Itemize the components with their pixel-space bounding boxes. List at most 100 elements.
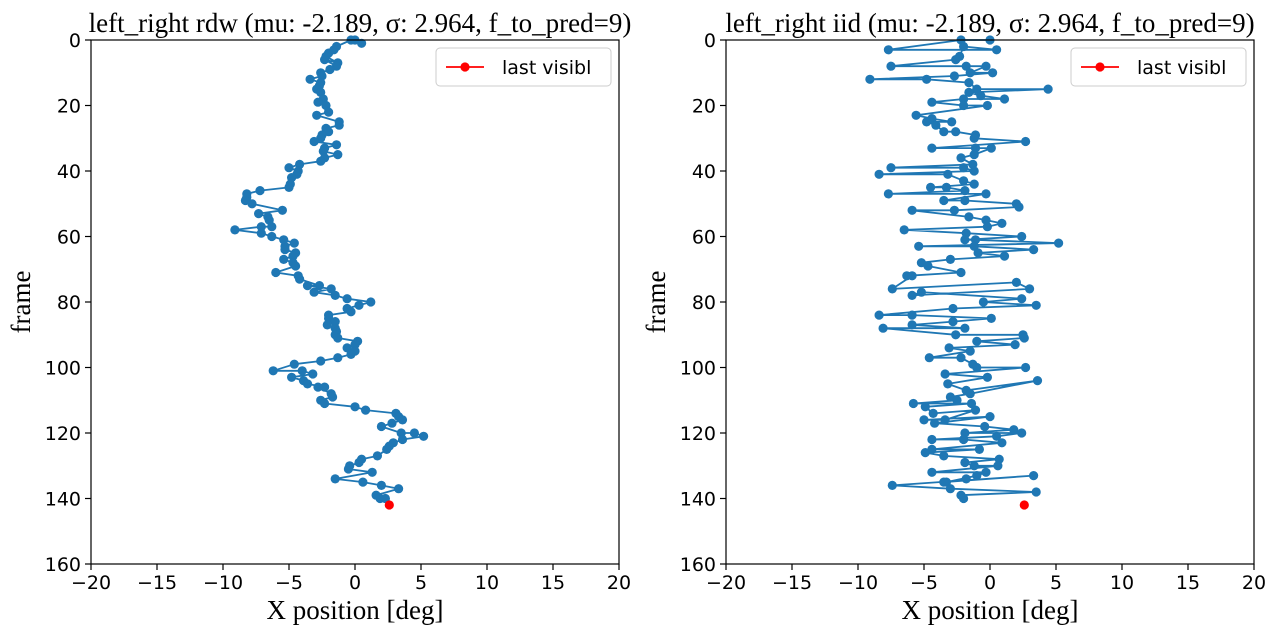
- data-point: [343, 464, 353, 474]
- data-point: [865, 74, 875, 84]
- data-point: [1031, 487, 1041, 497]
- data-point: [305, 74, 315, 84]
- y-tick-label: 0: [69, 30, 81, 52]
- data-point: [397, 415, 408, 425]
- data-point: [907, 290, 917, 300]
- data-point: [376, 480, 386, 490]
- data-point: [980, 421, 990, 432]
- data-point: [256, 228, 266, 238]
- y-tick-label: 60: [57, 227, 81, 249]
- data-point: [940, 369, 950, 379]
- data-point: [247, 199, 257, 209]
- data-point: [279, 254, 289, 264]
- x-tick-label: −5: [910, 572, 938, 594]
- x-tick-label: 20: [1242, 572, 1266, 594]
- series-2: [384, 500, 394, 510]
- data-point: [976, 91, 986, 101]
- data-point: [342, 294, 352, 304]
- data-point: [940, 415, 950, 425]
- data-point: [947, 117, 957, 127]
- data-point: [959, 100, 969, 111]
- data-point: [350, 340, 360, 350]
- data-point: [978, 297, 989, 307]
- data-point: [320, 398, 330, 409]
- data-point: [367, 467, 377, 477]
- data-point: [277, 205, 287, 215]
- data-point: [346, 307, 356, 317]
- data-point: [922, 117, 932, 127]
- data-point: [965, 389, 975, 399]
- data-point: [969, 461, 979, 471]
- data-point: [960, 235, 970, 245]
- legend-marker: [1095, 62, 1105, 72]
- series-2: [1019, 500, 1029, 510]
- data-point: [948, 303, 958, 314]
- y-tick-label: 80: [692, 292, 716, 314]
- data-point: [949, 205, 960, 215]
- data-point: [965, 346, 975, 356]
- data-point: [959, 94, 969, 104]
- data-point: [969, 166, 979, 176]
- data-point: [981, 467, 991, 477]
- x-tick-label: 5: [1050, 572, 1062, 594]
- data-point: [907, 320, 917, 330]
- data-point: [964, 78, 974, 88]
- data-point: [960, 186, 970, 196]
- data-point: [1021, 136, 1031, 147]
- x-tick-label: 10: [1110, 572, 1134, 594]
- y-axis-label: frame: [6, 271, 36, 334]
- data-point: [313, 97, 323, 107]
- data-point: [919, 415, 929, 425]
- chart-panel-1: left_right rdw (mu: -2.189, σ: 2.964, f_…: [6, 8, 631, 625]
- series-1: [230, 35, 429, 504]
- x-tick-label: 10: [475, 572, 499, 594]
- x-tick-label: −20: [706, 572, 746, 594]
- data-point: [1014, 202, 1024, 212]
- y-tick-label: 160: [680, 554, 716, 576]
- data-point: [328, 392, 338, 402]
- data-point: [899, 225, 909, 235]
- x-tick-label: −10: [838, 572, 878, 594]
- y-tick-label: 40: [692, 161, 716, 183]
- data-point: [289, 238, 299, 248]
- y-tick-label: 160: [45, 554, 81, 576]
- data-point: [346, 349, 356, 359]
- data-point: [883, 45, 894, 55]
- data-point: [982, 372, 993, 382]
- data-point: [324, 107, 334, 117]
- data-point: [255, 186, 265, 196]
- data-point: [956, 353, 966, 363]
- data-point: [992, 431, 1002, 441]
- data-point: [1025, 284, 1035, 294]
- data-point: [970, 405, 981, 415]
- data-point: [409, 428, 419, 438]
- data-point: [322, 320, 332, 330]
- data-point: [330, 474, 340, 484]
- data-point: [288, 251, 298, 261]
- x-tick-label: −15: [137, 572, 177, 594]
- y-tick-label: 120: [680, 423, 716, 445]
- data-point: [964, 212, 974, 222]
- data-point: [939, 127, 949, 137]
- data-point: [952, 395, 962, 405]
- data-point: [284, 182, 294, 192]
- data-point: [1017, 231, 1027, 242]
- data-point: [951, 127, 961, 137]
- data-point: [350, 402, 360, 412]
- x-axis-label: X position [deg]: [902, 595, 1079, 625]
- data-point: [959, 176, 969, 186]
- data-point: [949, 71, 960, 81]
- data-point: [887, 284, 897, 294]
- data-point: [397, 434, 408, 445]
- data-point: [981, 189, 991, 199]
- data-point: [314, 281, 324, 291]
- y-tick-label: 140: [680, 489, 716, 511]
- data-point: [394, 484, 404, 494]
- data-point: [284, 163, 294, 173]
- y-tick-label: 0: [704, 30, 716, 52]
- data-point: [999, 251, 1010, 261]
- x-tick-label: −10: [203, 572, 243, 594]
- data-point: [287, 372, 297, 382]
- y-tick-label: 120: [45, 423, 81, 445]
- data-point: [1011, 277, 1022, 287]
